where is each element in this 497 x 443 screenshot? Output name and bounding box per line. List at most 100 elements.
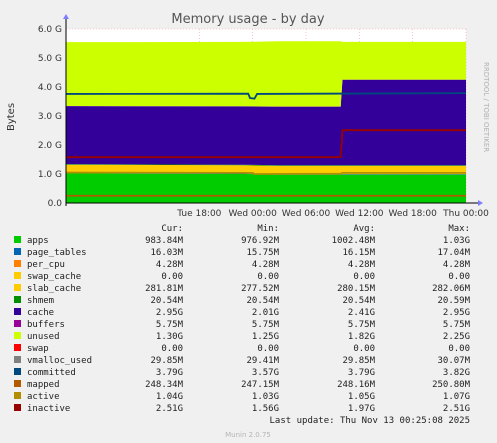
legend-value-cur: 281.81M (145, 284, 184, 294)
legend-swatch-swap-cache (14, 272, 21, 279)
legend-value-avg: 1.97G (348, 404, 375, 414)
legend-value-min: 1.56G (252, 404, 279, 414)
legend-value-cur: 0.00 (161, 272, 183, 282)
y-tick-label: 0.0 (48, 199, 63, 209)
legend-swatch-active (14, 392, 21, 399)
column-header-max: Max: (448, 224, 470, 234)
legend-value-cur: 16.03M (150, 248, 183, 258)
legend-value-min: 3.57G (252, 368, 279, 378)
legend-value-avg: 1002.48M (332, 236, 376, 246)
legend-value-avg: 248.16M (337, 380, 376, 390)
series-lines (65, 92, 467, 197)
legend-name: apps (27, 236, 49, 246)
legend-value-max: 2.95G (443, 308, 470, 318)
legend-swatch-cache (14, 308, 21, 315)
legend-value-min: 29.41M (246, 356, 279, 366)
legend-value-cur: 3.79G (156, 368, 183, 378)
x-tick-label: Wed 00:00 (228, 209, 277, 219)
legend-value-max: 3.82G (443, 368, 470, 378)
legend-value-avg: 29.85M (342, 356, 375, 366)
chart-title: Memory usage - by day (171, 12, 324, 27)
legend-swatch-swap (14, 344, 21, 351)
last-update-text: Last update: Thu Nov 13 00:25:08 2025 (270, 416, 470, 426)
y-tick-label: 2.0 G (38, 141, 62, 151)
legend-value-avg: 4.28M (348, 260, 376, 270)
legend-swatch-inactive (14, 404, 21, 411)
legend-swatch-buffers (14, 320, 21, 327)
legend-swatch-mapped (14, 380, 21, 387)
legend-name: buffers (27, 320, 65, 330)
legend-value-min: 4.28M (252, 260, 280, 270)
legend-swatch-slab-cache (14, 284, 21, 291)
x-tick-label: Wed 06:00 (282, 209, 331, 219)
legend-value-avg: 1.05G (348, 392, 375, 402)
legend-value-cur: 29.85M (150, 356, 183, 366)
legend-value-avg: 0.00 (353, 344, 375, 354)
legend-value-max: 0.00 (448, 272, 470, 282)
area-slab-cache (66, 164, 466, 174)
column-header-cur: Cur: (161, 224, 183, 234)
legend-value-max: 17.04M (437, 248, 470, 258)
legend-name: committed (27, 368, 76, 378)
line-committed (65, 92, 467, 100)
line-inactive (66, 129, 466, 159)
legend-name: cache (27, 308, 54, 318)
legend: Cur: Min: Avg: Max: apps 983.84M 976.92M 10… (14, 224, 471, 414)
legend-value-cur: 983.84M (145, 236, 184, 246)
area-apps (66, 173, 466, 203)
legend-swatch-per-cpu (14, 260, 21, 267)
legend-value-max: 2.25G (443, 332, 470, 342)
legend-value-min: 0.00 (257, 272, 279, 282)
legend-swatch-committed (14, 368, 21, 375)
stacked-areas (66, 41, 466, 203)
x-tick-labels: Tue 18:00 Wed 00:00 Wed 06:00 Wed 12:00 Wed … (176, 209, 489, 219)
legend-name: inactive (27, 404, 70, 414)
legend-name: mapped (27, 380, 60, 390)
legend-value-min: 5.75M (252, 320, 280, 330)
column-header-min: Min: (257, 224, 279, 234)
legend-value-avg: 0.00 (353, 272, 375, 282)
legend-name: swap (27, 344, 49, 354)
legend-value-avg: 16.15M (342, 248, 375, 258)
area-shmem (66, 164, 466, 166)
legend-value-max: 282.06M (432, 284, 471, 294)
legend-name: page_tables (27, 248, 87, 258)
y-tick-label: 3.0 G (38, 112, 62, 122)
legend-name: slab_cache (27, 284, 81, 294)
legend-name: shmem (27, 296, 54, 306)
legend-value-avg: 3.79G (348, 368, 375, 378)
legend-value-min: 247.15M (241, 380, 280, 390)
y-tick-label: 1.0 G (38, 170, 62, 180)
x-tick-label: Wed 18:00 (388, 209, 437, 219)
legend-value-max: 1.07G (443, 392, 470, 402)
y-axis-label: Bytes (6, 103, 17, 131)
rrdtool-side-label: RRDTOOL / TOBI OETIKER (482, 62, 490, 152)
legend-value-min: 277.52M (241, 284, 280, 294)
legend-swatch-page-tables (14, 248, 21, 255)
y-tick-label: 5.0 G (38, 54, 62, 64)
legend-value-min: 2.01G (252, 308, 279, 318)
area-unused (66, 41, 466, 107)
legend-swatch-shmem (14, 296, 21, 303)
legend-value-min: 1.03G (252, 392, 279, 402)
legend-value-avg: 5.75M (348, 320, 376, 330)
legend-value-cur: 4.28M (156, 260, 184, 270)
legend-value-min: 1.25G (252, 332, 279, 342)
legend-value-cur: 0.00 (161, 344, 183, 354)
line-active (65, 171, 466, 175)
legend-name: swap_cache (27, 272, 81, 282)
axes (63, 14, 483, 206)
legend-value-min: 20.54M (246, 296, 279, 306)
x-axis-arrow (478, 200, 483, 206)
legend-value-max: 2.51G (443, 404, 470, 414)
y-axis-arrow (63, 14, 69, 19)
area-cache (66, 79, 466, 166)
legend-value-cur: 1.04G (156, 392, 183, 402)
legend-value-avg: 20.54M (342, 296, 375, 306)
legend-value-cur: 2.95G (156, 308, 183, 318)
legend-swatch-unused (14, 332, 21, 339)
legend-value-cur: 20.54M (150, 296, 183, 306)
column-header-avg: Avg: (353, 224, 375, 234)
legend-value-cur: 2.51G (156, 404, 183, 414)
